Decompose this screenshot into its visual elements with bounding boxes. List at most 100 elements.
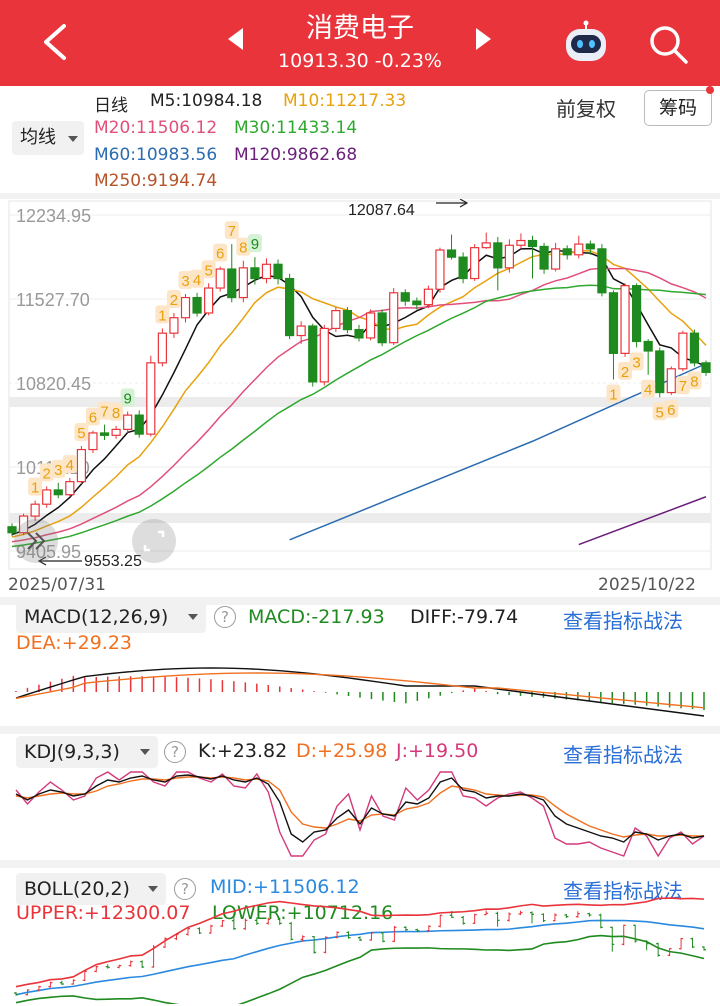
collapse-arrows-icon bbox=[35, 532, 46, 550]
kdj-select[interactable]: KDJ(9,3,3) bbox=[16, 736, 158, 768]
ma20-line bbox=[11, 267, 707, 543]
kdj-chart[interactable] bbox=[0, 768, 720, 860]
diff-line bbox=[15, 667, 705, 717]
td-count-label: 9 bbox=[123, 391, 131, 408]
td-count-label: 9 bbox=[251, 236, 259, 253]
candle-up bbox=[88, 432, 98, 451]
td-count-label: 8 bbox=[112, 405, 120, 422]
help-icon[interactable]: ? bbox=[164, 741, 186, 763]
macd-select[interactable]: MACD(12,26,9) bbox=[16, 601, 206, 633]
td-count-label: 5 bbox=[77, 425, 85, 442]
candle-up bbox=[296, 325, 306, 337]
ma60-label: M60:10983.56 bbox=[94, 145, 218, 165]
help-icon[interactable]: ? bbox=[214, 606, 236, 628]
candle-down bbox=[134, 414, 144, 435]
candle-up bbox=[574, 243, 584, 256]
candle-up bbox=[435, 249, 445, 290]
chevron-down-icon bbox=[148, 886, 158, 892]
candle-up bbox=[42, 489, 52, 505]
candle-down bbox=[342, 310, 353, 331]
candle-up bbox=[504, 244, 514, 269]
candle-down bbox=[643, 340, 653, 352]
page-title: 消费电子 bbox=[306, 13, 414, 44]
candle-down bbox=[354, 329, 364, 339]
notification-dot bbox=[706, 86, 714, 94]
ma30-line bbox=[11, 284, 707, 548]
td-badge bbox=[201, 260, 216, 279]
candle-down bbox=[99, 432, 110, 436]
candle-up bbox=[470, 247, 480, 280]
price-tick-label: 9405.95 bbox=[16, 542, 81, 562]
td-count-label: 2 bbox=[621, 364, 629, 381]
candle-up bbox=[169, 317, 179, 334]
candle-up bbox=[180, 296, 191, 319]
chips-button[interactable]: 筹码 bbox=[644, 90, 712, 126]
macd-select-label: MACD(12,26,9) bbox=[24, 606, 169, 628]
price-summary: 10913.30 -0.23% bbox=[0, 50, 720, 72]
boll-select[interactable]: BOLL(20,2) bbox=[16, 873, 166, 905]
candle-up bbox=[204, 287, 214, 314]
boll-lower-line bbox=[15, 934, 705, 1004]
search-icon[interactable] bbox=[646, 22, 690, 66]
td-count-label: 3 bbox=[54, 462, 62, 479]
boll-chart[interactable] bbox=[0, 896, 720, 1004]
candle-up bbox=[516, 239, 526, 246]
candle-up bbox=[319, 327, 329, 383]
boll-mid-line bbox=[15, 919, 705, 996]
td-badge bbox=[213, 243, 228, 262]
macd-chart[interactable] bbox=[0, 630, 720, 726]
start-date: 2025/07/31 bbox=[8, 575, 106, 595]
candle-down bbox=[527, 239, 538, 248]
dea-line bbox=[15, 672, 705, 709]
candle-up bbox=[30, 503, 40, 517]
candle-up bbox=[123, 414, 133, 430]
price-tick-label: 12234.95 bbox=[16, 206, 91, 226]
ma20-label: M20:11506.12 bbox=[94, 118, 218, 138]
indicator-select[interactable]: 均线 bbox=[12, 121, 84, 155]
td-count-label: 6 bbox=[216, 246, 224, 263]
candle-down bbox=[562, 248, 572, 256]
candle-up bbox=[146, 362, 156, 435]
macd-strategy-link[interactable]: 查看指标战法 bbox=[563, 609, 683, 633]
fullscreen-icon bbox=[143, 545, 150, 552]
divider bbox=[0, 726, 720, 734]
td-count-label: 4 bbox=[193, 272, 201, 289]
td-count-label: 4 bbox=[66, 457, 74, 474]
boll-upper-line bbox=[15, 897, 705, 988]
adjust-mode-button[interactable]: 前复权 bbox=[556, 97, 616, 121]
next-stock-icon[interactable] bbox=[476, 28, 491, 50]
candle-up bbox=[678, 332, 688, 370]
candle-down bbox=[53, 489, 63, 496]
td-count-label: 6 bbox=[667, 402, 675, 419]
kdj-k: K:+23.82 bbox=[198, 740, 288, 762]
td-badge bbox=[62, 455, 77, 474]
macd-diff: DIFF:-79.74 bbox=[410, 606, 519, 628]
prev-stock-icon[interactable] bbox=[228, 28, 243, 50]
chart-frame bbox=[8, 200, 712, 570]
candle-down bbox=[227, 268, 237, 299]
td-badge bbox=[606, 384, 621, 403]
candle-up bbox=[215, 268, 225, 289]
robot-assistant-icon[interactable] bbox=[562, 20, 610, 64]
candle-down bbox=[308, 325, 318, 383]
kdj-strategy-link[interactable]: 查看指标战法 bbox=[563, 743, 683, 767]
chevron-down-icon bbox=[140, 749, 150, 755]
candle-up bbox=[365, 312, 376, 339]
candle-down bbox=[655, 350, 665, 394]
back-arrow-icon[interactable] bbox=[38, 22, 72, 62]
td-count-label: 5 bbox=[204, 262, 212, 279]
td-badge bbox=[247, 234, 262, 253]
candle-up bbox=[261, 263, 272, 280]
help-icon[interactable]: ? bbox=[174, 878, 196, 900]
ma10-label: M10:11217.33 bbox=[283, 91, 407, 111]
kdj-j-line bbox=[15, 771, 705, 858]
divider bbox=[0, 860, 720, 868]
candlestick-chart[interactable]: 12234.9511527.7010820.4510113.209405.951… bbox=[0, 199, 720, 571]
td-badge bbox=[224, 221, 239, 240]
td-badge bbox=[652, 402, 667, 421]
td-count-label: 8 bbox=[239, 240, 247, 257]
candle-down bbox=[7, 526, 17, 534]
high-annotation: 12087.64 bbox=[348, 202, 415, 219]
td-count-label: 5 bbox=[656, 404, 664, 421]
td-badge bbox=[85, 407, 100, 426]
